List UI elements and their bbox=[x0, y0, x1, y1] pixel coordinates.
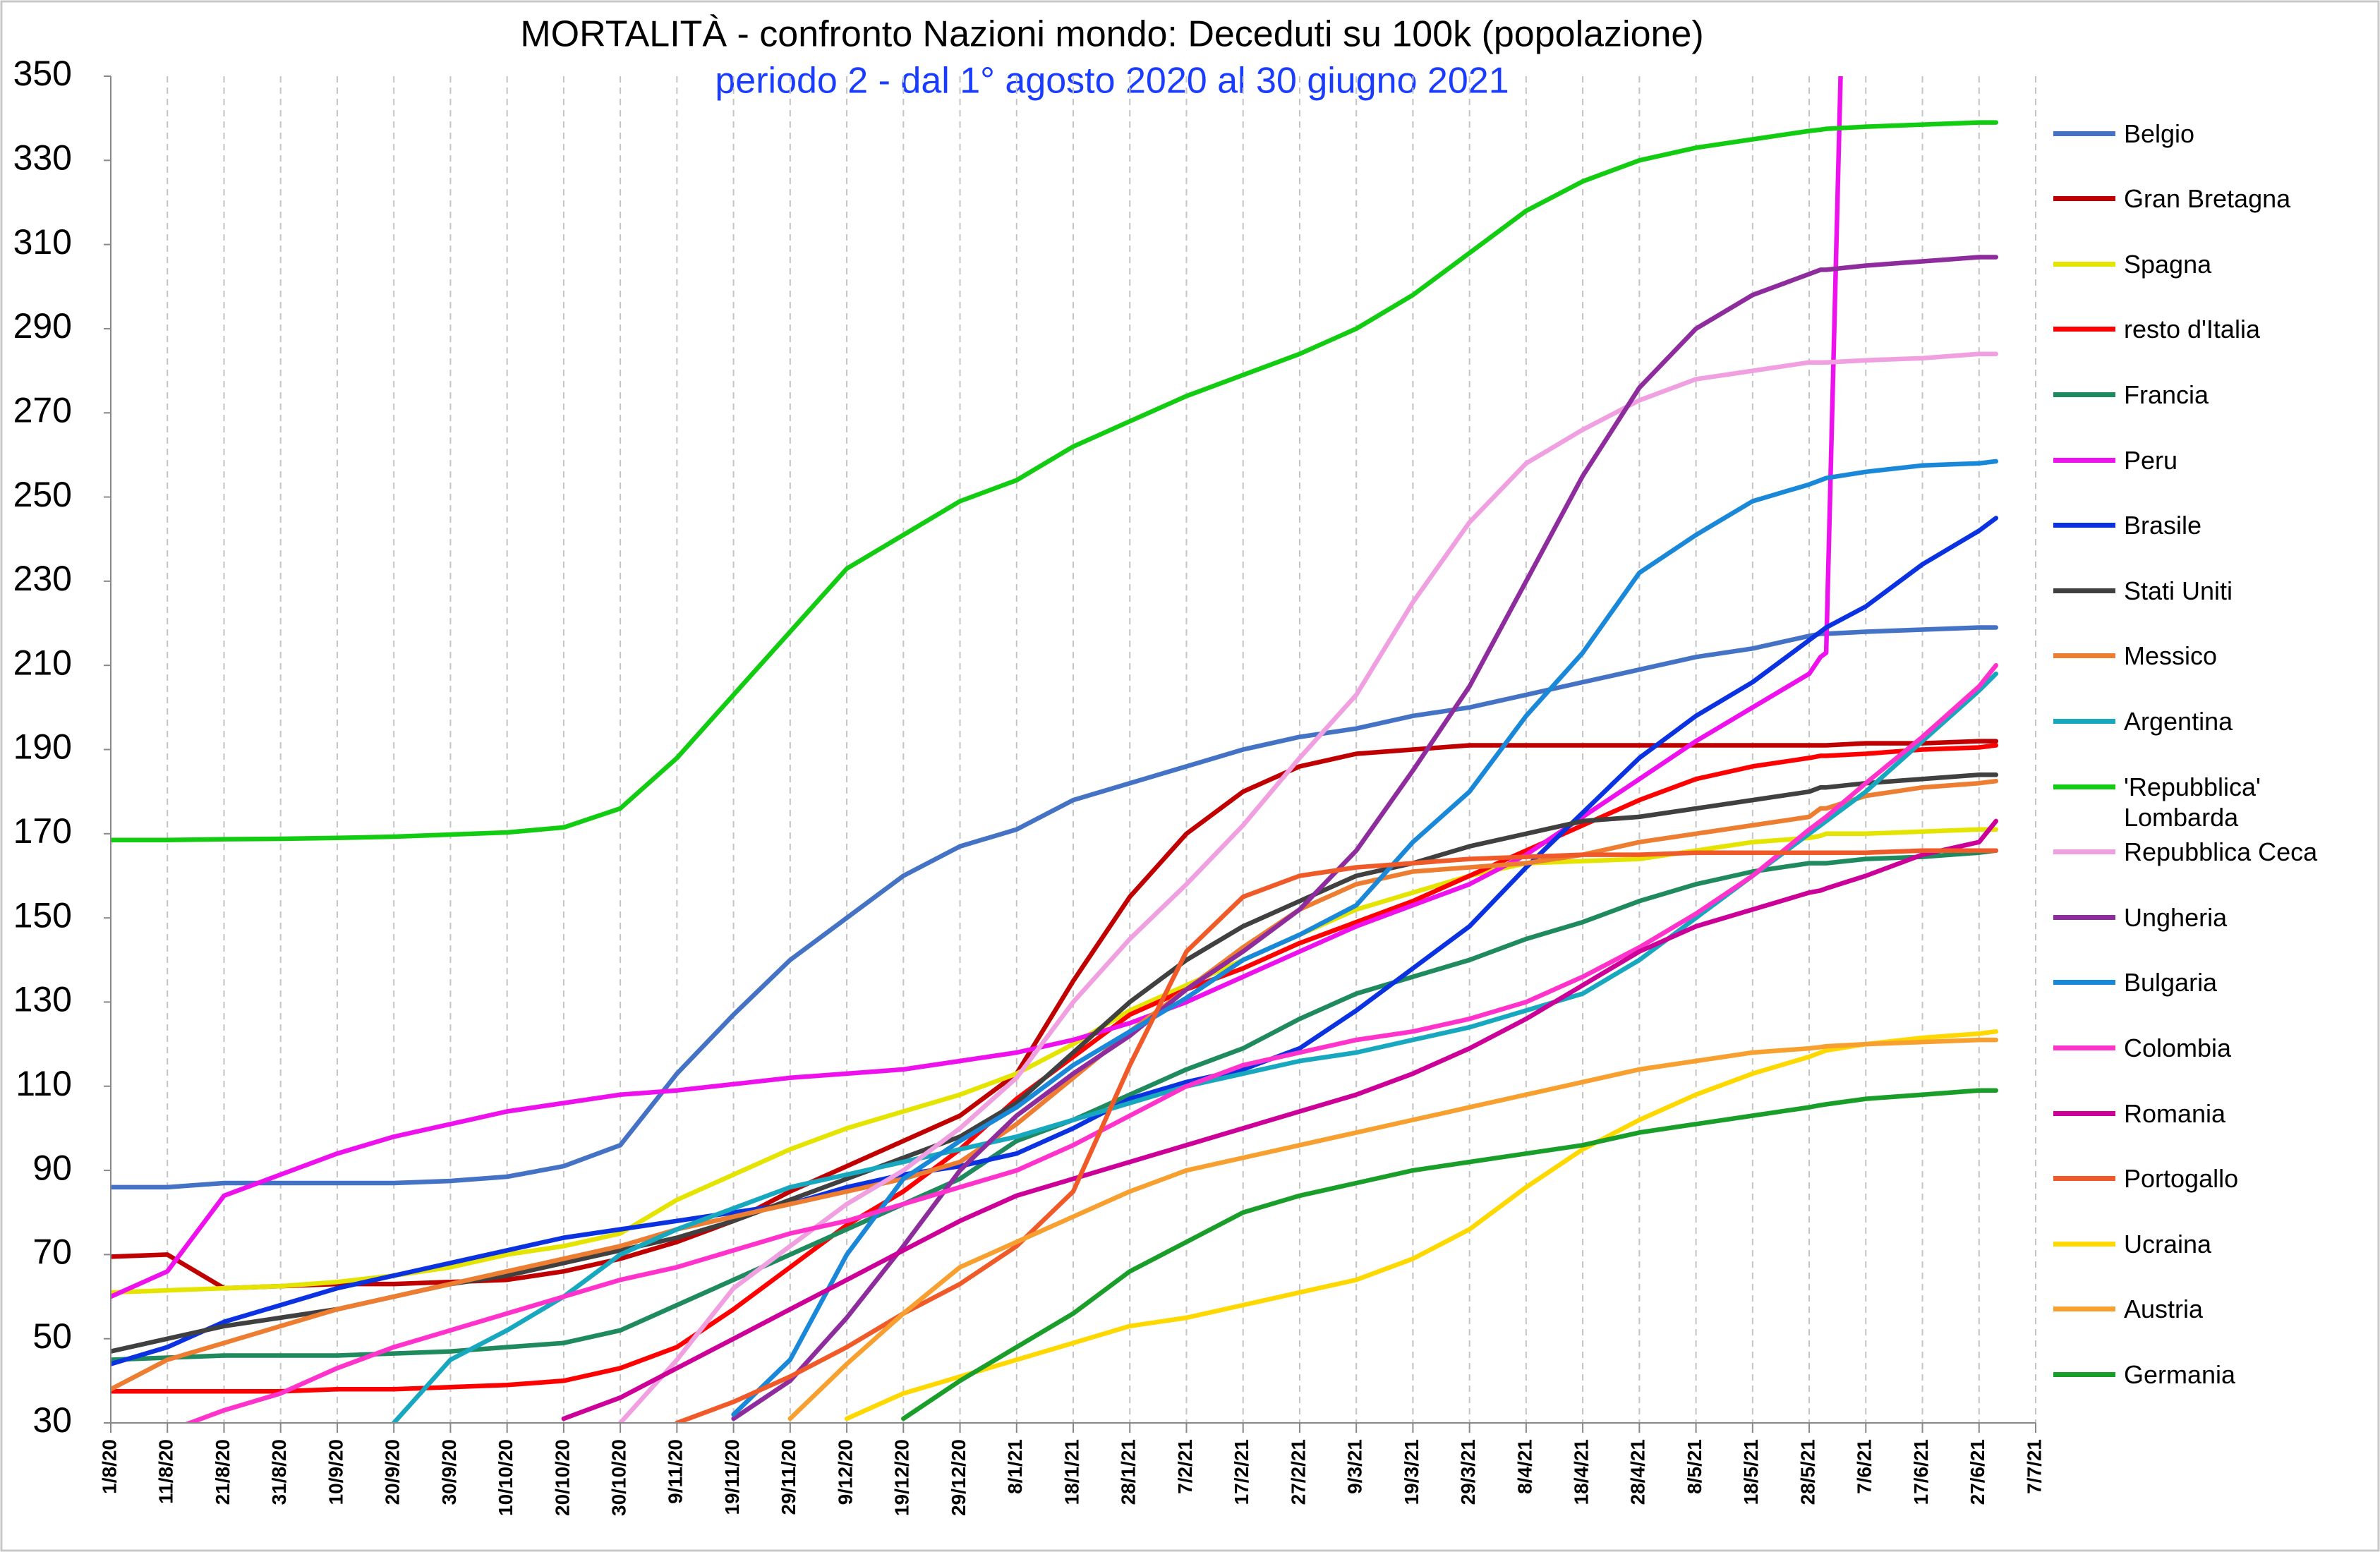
x-tick-label: 28/1/21 bbox=[1118, 1439, 1140, 1505]
y-tick-label: 30 bbox=[32, 1400, 72, 1440]
series-line bbox=[561, 818, 1999, 1421]
y-tick-label: 250 bbox=[13, 475, 72, 514]
x-tick-label: 8/1/21 bbox=[1004, 1439, 1026, 1494]
y-tick-label: 230 bbox=[13, 559, 72, 598]
series-line bbox=[183, 662, 1999, 1423]
x-tick-label: 30/10/20 bbox=[608, 1439, 630, 1516]
x-tick-label: 10/9/20 bbox=[325, 1439, 346, 1505]
y-tick-label: 270 bbox=[13, 390, 72, 430]
chart-title: MORTALITÀ - confronto Nazioni mondo: Dec… bbox=[520, 14, 1703, 55]
x-tick-label: 29/11/20 bbox=[778, 1439, 799, 1515]
x-tick-label: 7/2/21 bbox=[1174, 1439, 1196, 1494]
y-tick-label: 330 bbox=[13, 138, 72, 178]
y-tick-label: 110 bbox=[16, 1064, 72, 1103]
series-line bbox=[675, 848, 1999, 1423]
x-tick-label: 29/3/21 bbox=[1457, 1439, 1479, 1505]
x-tick-label: 18/1/21 bbox=[1061, 1439, 1082, 1505]
series-line bbox=[111, 827, 1999, 1295]
x-tick-label: 8/4/21 bbox=[1514, 1439, 1535, 1494]
x-tick-label: 28/4/21 bbox=[1627, 1439, 1649, 1505]
series-line bbox=[901, 1088, 1999, 1421]
x-tick-label: 19/3/21 bbox=[1401, 1439, 1422, 1505]
y-tick-label: 150 bbox=[13, 895, 72, 935]
x-tick-label: 30/9/20 bbox=[438, 1439, 460, 1505]
x-tick-label: 17/2/21 bbox=[1231, 1439, 1252, 1505]
x-tick-label: 27/2/21 bbox=[1287, 1439, 1309, 1505]
series-line bbox=[111, 848, 1999, 1362]
x-tick-label: 10/10/20 bbox=[495, 1439, 517, 1516]
series-line bbox=[617, 351, 1999, 1423]
x-tick-label: 29/12/20 bbox=[948, 1439, 969, 1516]
series-line bbox=[731, 255, 1999, 1421]
x-tick-label: 21/8/20 bbox=[212, 1439, 234, 1505]
y-tick-label: 50 bbox=[32, 1316, 72, 1356]
x-tick-label: 7/6/21 bbox=[1854, 1439, 1875, 1494]
y-tick-label: 170 bbox=[13, 811, 72, 851]
x-tick-label: 18/5/21 bbox=[1740, 1439, 1762, 1505]
x-tick-label: 18/4/21 bbox=[1571, 1439, 1593, 1505]
series-line bbox=[111, 516, 1999, 1366]
x-tick-label: 11/8/20 bbox=[155, 1439, 177, 1504]
x-tick-label: 20/9/20 bbox=[382, 1439, 404, 1505]
axes: 1/8/20 11/8/20 21/8/20 31/8/20 10/9/20 20/9/2… bbox=[13, 54, 2046, 1516]
x-tick-label: 27/6/21 bbox=[1967, 1439, 1988, 1505]
series-line bbox=[844, 1029, 1999, 1421]
y-tick-label: 310 bbox=[13, 222, 72, 262]
y-tick-label: 190 bbox=[13, 727, 72, 767]
y-tick-label: 90 bbox=[32, 1148, 72, 1187]
series-line bbox=[111, 120, 1999, 843]
y-tick-label: 130 bbox=[13, 980, 72, 1019]
y-tick-label: 70 bbox=[32, 1232, 72, 1272]
chart-subtitle: periodo 2 - dal 1° agosto 2020 al 30 giu… bbox=[715, 61, 1509, 102]
x-tick-label: 19/12/20 bbox=[891, 1439, 913, 1516]
x-tick-label: 7/7/21 bbox=[2023, 1439, 2045, 1494]
series-line bbox=[111, 743, 1999, 1394]
x-tick-label: 31/8/20 bbox=[268, 1439, 290, 1505]
y-tick-label: 210 bbox=[13, 643, 72, 682]
x-tick-label: 8/5/21 bbox=[1684, 1439, 1705, 1494]
x-tick-label: 9/11/20 bbox=[665, 1439, 687, 1504]
plot-area bbox=[111, 76, 1999, 1423]
series-line bbox=[731, 459, 1999, 1417]
x-tick-label: 28/5/21 bbox=[1796, 1439, 1818, 1505]
x-tick-label: 19/11/20 bbox=[721, 1439, 743, 1515]
x-tick-label: 9/12/20 bbox=[834, 1439, 856, 1505]
x-tick-label: 1/8/20 bbox=[98, 1439, 120, 1494]
x-tick-label: 20/10/20 bbox=[551, 1439, 573, 1516]
series-line bbox=[787, 1037, 1999, 1421]
y-tick-label: 290 bbox=[13, 306, 72, 346]
series-line bbox=[391, 671, 1999, 1423]
x-tick-label: 9/3/21 bbox=[1344, 1439, 1366, 1494]
y-tick-label: 350 bbox=[13, 54, 72, 93]
series-line bbox=[111, 625, 1999, 1190]
series-line bbox=[111, 76, 1843, 1299]
x-tick-label: 17/6/21 bbox=[1910, 1439, 1932, 1505]
